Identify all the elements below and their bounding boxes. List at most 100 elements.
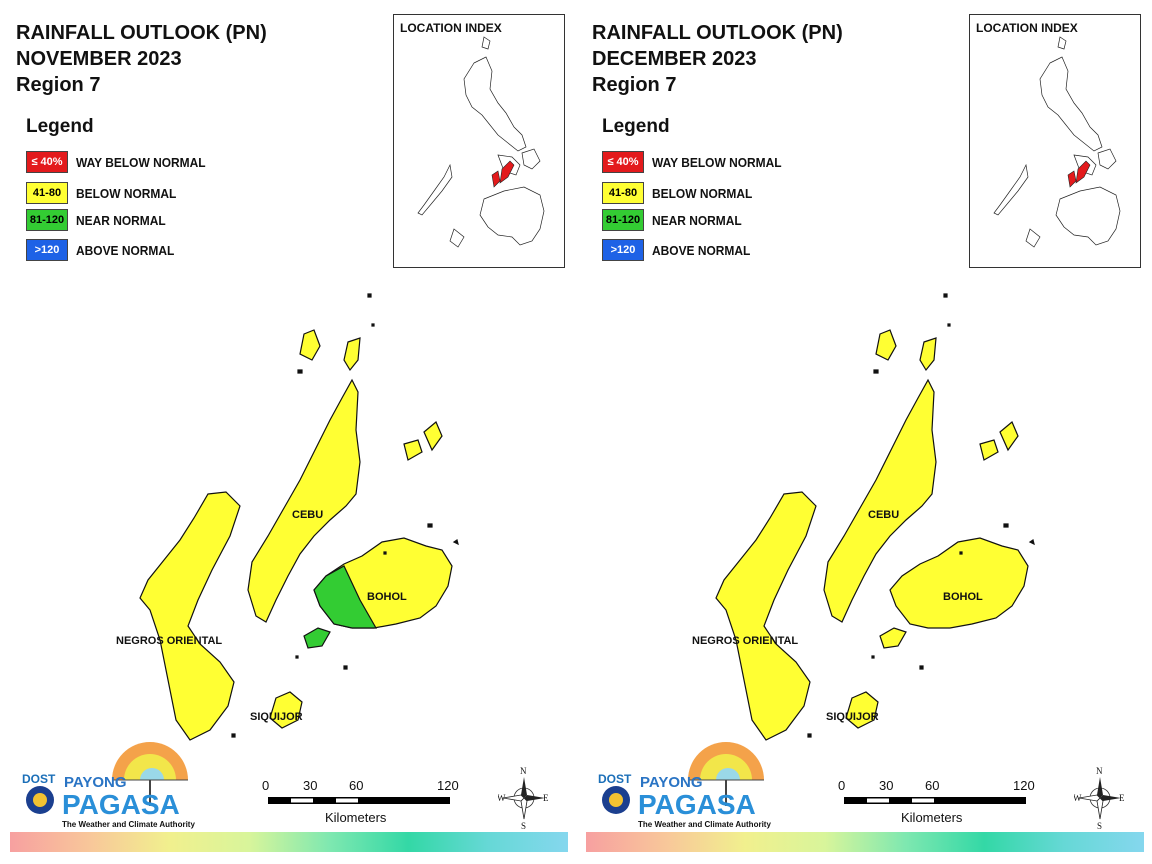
map-title: RAINFALL OUTLOOK (PN) DECEMBER 2023 Regi… [592, 20, 843, 98]
region-7-map: CEBU BOHOL NEGROS ORIENTAL SIQUIJOR [692, 293, 1035, 741]
legend-item-below: 41-80 BELOW NORMAL [602, 181, 761, 205]
negros-oriental-shape [139, 491, 241, 741]
philippines-outline [993, 36, 1121, 248]
siquijor-shape [269, 691, 303, 729]
compass-s: S [1097, 821, 1102, 831]
legend-swatch: 81-120 [26, 209, 68, 231]
pagasa-logo: DOST PAYONG PAGASA The Weather and Clima… [22, 742, 195, 829]
scale-unit: Kilometers [325, 810, 387, 825]
legend-item-way-below: ≤ 40% WAY BELOW NORMAL [26, 150, 217, 174]
scale-unit: Kilometers [901, 810, 963, 825]
camotes-island-b [999, 421, 1019, 452]
legend-label: ABOVE NORMAL [652, 242, 751, 258]
legend-item-near: 81-120 NEAR NORMAL [26, 208, 174, 232]
bantayan-island [299, 329, 321, 361]
bohol-near-normal-zone [303, 565, 378, 649]
scale-tick: 30 [303, 778, 318, 793]
legend-item-above: >120 ABOVE NORMAL [26, 238, 183, 262]
legend-label: WAY BELOW NORMAL [76, 154, 206, 170]
scale-tick: 30 [879, 778, 894, 793]
north-arrow-icon: N S E W [1074, 766, 1125, 831]
logo-payong: PAYONG [64, 774, 127, 791]
label-bohol: BOHOL [943, 591, 983, 603]
title-line-month: NOVEMBER 2023 [16, 48, 182, 70]
legend-label: NEAR NORMAL [652, 212, 742, 228]
cebu-shape [823, 378, 937, 623]
legend-swatch: >120 [602, 239, 644, 261]
compass-w: W [1074, 793, 1082, 803]
location-index-map: LOCATION INDEX [393, 14, 565, 268]
logo-tagline: The Weather and Climate Authority [62, 820, 195, 829]
legend-swatch: ≤ 40% [602, 151, 644, 173]
label-negros-oriental: NEGROS ORIENTAL [116, 635, 222, 647]
color-strip [10, 832, 568, 852]
region-7-map: CEBU BOHOL NEGROS ORIENTAL SIQUIJOR [116, 293, 459, 741]
legend-label: NEAR NORMAL [76, 212, 166, 228]
color-strip [586, 832, 1144, 852]
camotes-island-a [403, 439, 423, 461]
map-title: RAINFALL OUTLOOK (PN) NOVEMBER 2023 Regi… [16, 20, 267, 98]
compass-n: N [1096, 766, 1103, 776]
legend-swatch: 41-80 [26, 182, 68, 204]
region-7-highlight [491, 160, 515, 188]
legend-item-below: 41-80 BELOW NORMAL [26, 181, 185, 205]
scale-bar [844, 797, 1026, 804]
scale-tick: 60 [349, 778, 364, 793]
compass-e: E [1119, 793, 1125, 803]
legend-label: ABOVE NORMAL [76, 242, 175, 258]
legend-item-above: >120 ABOVE NORMAL [602, 238, 759, 262]
location-index-map: LOCATION INDEX [969, 14, 1141, 268]
negros-oriental-shape [715, 491, 817, 741]
philippines-outline [417, 36, 545, 248]
scale-bar [268, 797, 450, 804]
legend-title: Legend [26, 116, 94, 137]
legend-label: BELOW NORMAL [76, 185, 177, 201]
compass-n: N [520, 766, 527, 776]
title-line-month: DECEMBER 2023 [592, 48, 757, 70]
camotes-island-b [423, 421, 443, 452]
label-bohol: BOHOL [367, 591, 407, 603]
label-cebu: CEBU [868, 509, 899, 521]
legend-swatch: ≤ 40% [26, 151, 68, 173]
logo-dost: DOST [22, 772, 56, 786]
label-negros-oriental: NEGROS ORIENTAL [692, 635, 798, 647]
label-cebu: CEBU [292, 509, 323, 521]
north-arrow-icon: N S E W [498, 766, 549, 831]
islets [807, 293, 1035, 738]
legend-item-way-below: ≤ 40% WAY BELOW NORMAL [602, 150, 793, 174]
legend-swatch: 41-80 [602, 182, 644, 204]
legend-item-near: 81-120 NEAR NORMAL [602, 208, 750, 232]
legend-swatch: 81-120 [602, 209, 644, 231]
siquijor-shape [845, 691, 879, 729]
cebu-north-islet [919, 337, 937, 372]
bohol-west-zone [879, 627, 907, 649]
location-index-title: LOCATION INDEX [976, 21, 1078, 35]
scale-tick: 60 [925, 778, 940, 793]
bohol-shape [889, 537, 1029, 629]
logo-tagline: The Weather and Climate Authority [638, 820, 771, 829]
camotes-island-a [979, 439, 999, 461]
scale-tick: 120 [1013, 778, 1035, 793]
legend-label: BELOW NORMAL [652, 185, 753, 201]
outlook-panel-november: RAINFALL OUTLOOK (PN) NOVEMBER 2023 Regi… [10, 14, 568, 852]
legend-label: WAY BELOW NORMAL [652, 154, 782, 170]
compass-e: E [543, 793, 549, 803]
logo-dost: DOST [598, 772, 632, 786]
legend-title: Legend [602, 116, 670, 137]
scale-tick: 0 [838, 778, 846, 793]
title-line-1: RAINFALL OUTLOOK (PN) [592, 22, 843, 44]
logo-pagasa: PAGASA [62, 789, 180, 820]
label-siquijor: SIQUIJOR [826, 711, 879, 723]
islets [231, 293, 459, 738]
compass-s: S [521, 821, 526, 831]
compass-w: W [498, 793, 506, 803]
logo-pagasa: PAGASA [638, 789, 756, 820]
scale-tick: 0 [262, 778, 270, 793]
cebu-shape [247, 378, 361, 623]
cebu-north-islet [343, 337, 361, 372]
title-line-1: RAINFALL OUTLOOK (PN) [16, 22, 267, 44]
label-siquijor: SIQUIJOR [250, 711, 303, 723]
logo-payong: PAYONG [640, 774, 703, 791]
scale-tick: 120 [437, 778, 459, 793]
bantayan-island [875, 329, 897, 361]
